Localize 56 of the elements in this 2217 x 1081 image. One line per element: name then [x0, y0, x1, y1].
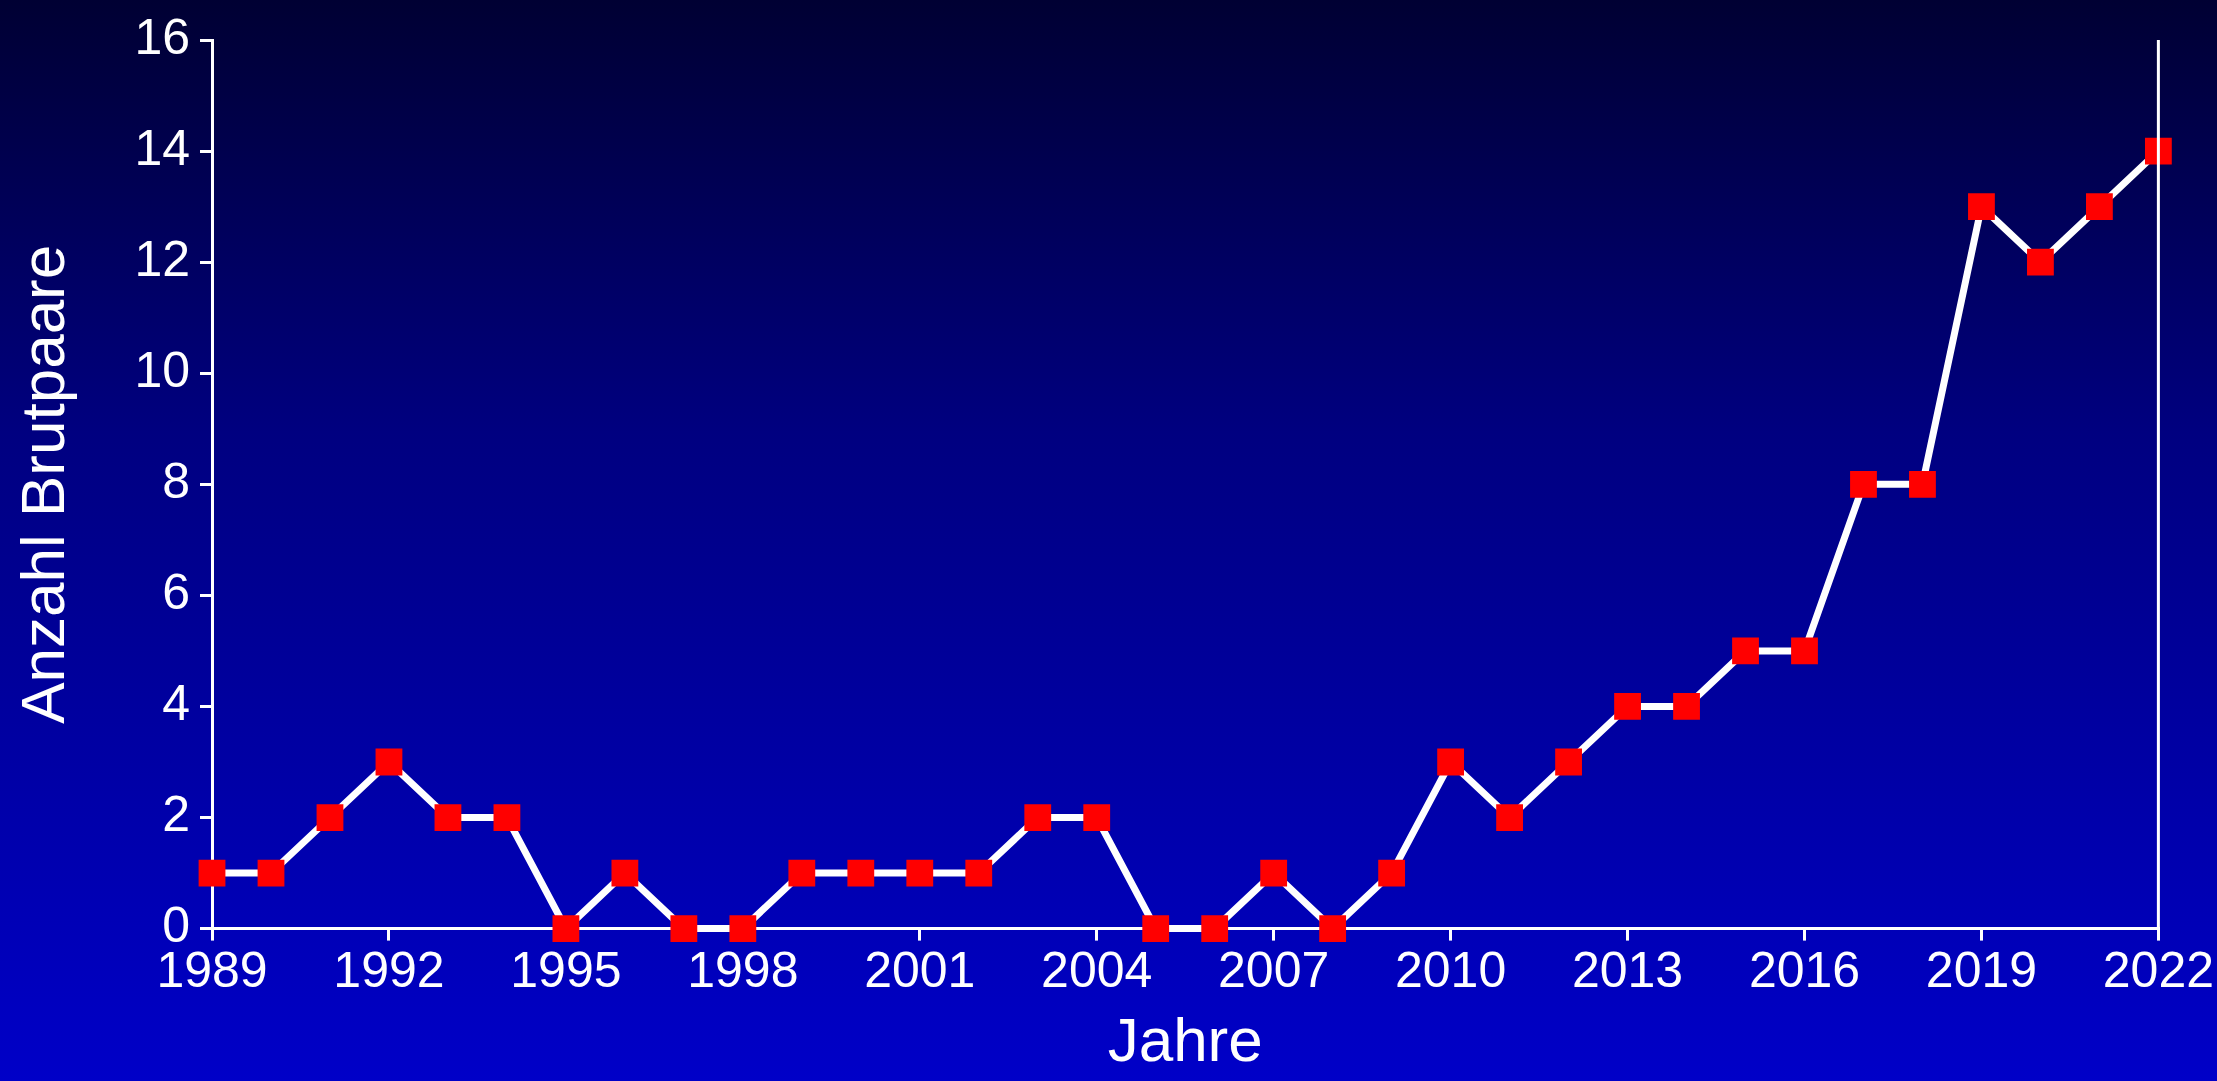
x-tick-label: 2016 — [1748, 942, 1861, 999]
point — [1673, 693, 1700, 720]
point — [788, 859, 816, 887]
y-tick-label: 2 — [162, 786, 191, 843]
x-tick-label: 2022 — [2102, 942, 2214, 999]
point — [670, 915, 698, 942]
point — [1791, 637, 1818, 665]
point — [257, 859, 285, 887]
point — [847, 859, 875, 887]
x-tick-label: 1989 — [156, 942, 268, 999]
point — [552, 915, 580, 942]
point — [316, 804, 344, 831]
y-tick-label: 12 — [134, 230, 191, 287]
point — [1496, 804, 1523, 831]
y-tick-label: 6 — [162, 564, 191, 621]
x-tick-label: 1998 — [687, 942, 799, 999]
point — [1909, 470, 1936, 498]
point — [1614, 693, 1641, 720]
point — [1260, 859, 1288, 887]
point — [729, 915, 757, 942]
x-tick-label: 2010 — [1395, 942, 1507, 999]
y-axis-title: Anzahl Brutpaare — [8, 244, 78, 724]
point — [965, 859, 993, 887]
point — [1850, 470, 1877, 498]
point — [2027, 248, 2054, 276]
y-tick-label: 14 — [134, 119, 191, 176]
point — [2086, 193, 2113, 221]
x-tick-label: 2004 — [1041, 942, 1153, 999]
x-tick-label: 2019 — [1925, 942, 2038, 999]
x-tick-label: 2013 — [1571, 942, 1684, 999]
point — [1083, 804, 1111, 831]
point — [1378, 859, 1406, 887]
point — [1555, 748, 1582, 776]
point — [375, 748, 403, 776]
point — [1968, 193, 1995, 221]
y-tick-label: 16 — [134, 8, 191, 65]
point — [906, 859, 934, 887]
point — [611, 859, 639, 887]
point — [1142, 915, 1170, 942]
point — [493, 804, 521, 831]
x-tick-label: 1992 — [333, 942, 445, 999]
x-tick-label: 2007 — [1218, 942, 1330, 999]
point — [1732, 637, 1759, 665]
point — [434, 804, 462, 831]
point — [1201, 915, 1229, 942]
y-tick-label: 8 — [162, 453, 191, 510]
point — [1437, 748, 1465, 776]
x-tick-label: 2001 — [864, 942, 976, 999]
x-axis-title: Jahre — [1107, 1004, 1263, 1074]
point — [2144, 137, 2172, 165]
point — [1319, 915, 1347, 942]
y-tick-label: 10 — [134, 342, 191, 399]
point — [1024, 804, 1052, 831]
point — [198, 859, 226, 887]
y-tick-label: 4 — [162, 675, 191, 732]
x-tick-label: 1995 — [510, 942, 622, 999]
